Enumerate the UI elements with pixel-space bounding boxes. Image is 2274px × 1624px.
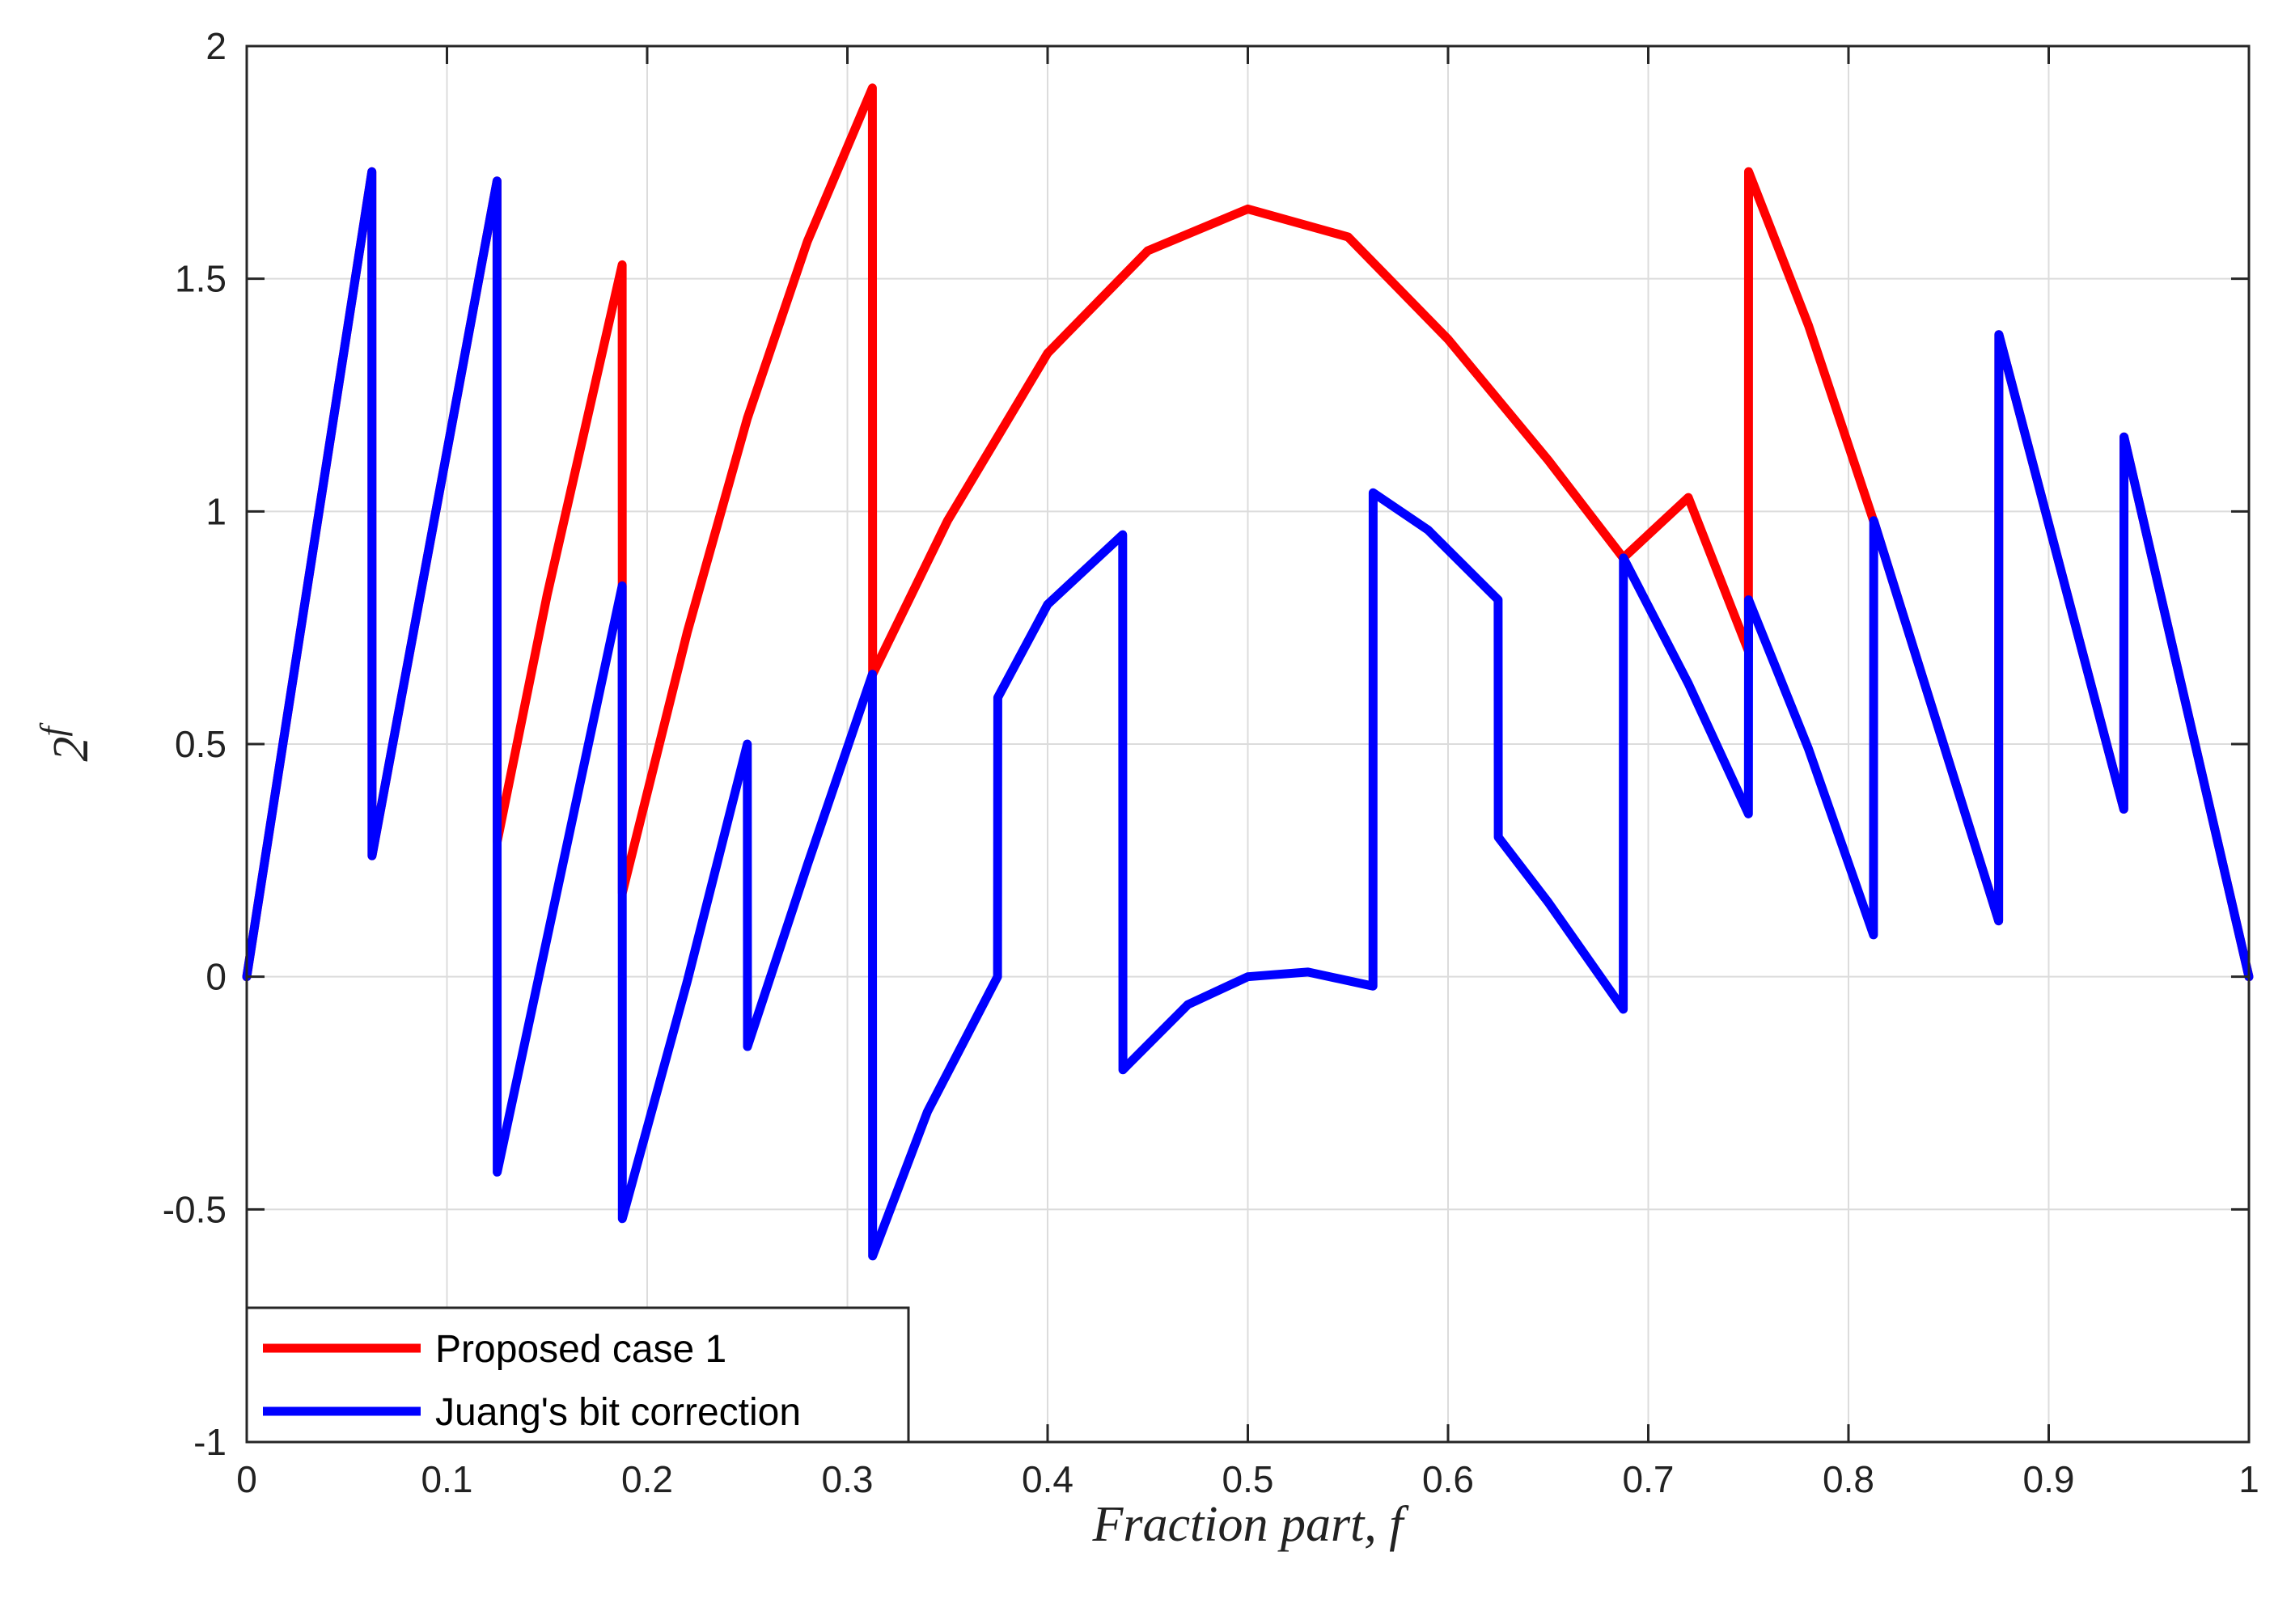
y-tick-label: 0 bbox=[205, 956, 227, 998]
y-axis-label-exponent: f bbox=[33, 722, 73, 737]
y-tick-label: 1.5 bbox=[175, 258, 227, 300]
x-tick-label: 0.9 bbox=[2023, 1458, 2075, 1500]
x-tick-label: 0.3 bbox=[822, 1458, 874, 1500]
x-tick-label: 0.2 bbox=[621, 1458, 673, 1500]
y-axis-label-base: 2 bbox=[44, 737, 99, 762]
y-tick-label: 1 bbox=[205, 490, 227, 532]
y-axis-label: 2f bbox=[33, 722, 99, 762]
y-tick-label: -0.5 bbox=[163, 1188, 227, 1230]
x-axis-label: Fraction part, f bbox=[1091, 1497, 1409, 1552]
y-tick-label: 0.5 bbox=[175, 723, 227, 765]
x-tick-label: 0.5 bbox=[1222, 1458, 1274, 1500]
legend-box bbox=[245, 1306, 910, 1444]
x-tick-label: 1 bbox=[2238, 1458, 2259, 1500]
legend-label-juang: Juang's bit correction bbox=[435, 1391, 801, 1434]
x-tick-label: 0.8 bbox=[1823, 1458, 1874, 1500]
x-tick-label: 0.6 bbox=[1422, 1458, 1474, 1500]
legend-label-proposed: Proposed case 1 bbox=[435, 1328, 726, 1371]
tick-labels: 0 0.1 0.2 0.3 0.4 0.5 0.6 0.7 0.8 0.9 1 -1 -0.5 0 0.5 1… bbox=[163, 25, 2259, 1500]
y-tick-label: 2 bbox=[205, 25, 227, 67]
series-line-juang bbox=[242, 167, 2254, 1261]
x-tick-label: 0.7 bbox=[1623, 1458, 1675, 1500]
y-tick-label: -1 bbox=[193, 1421, 227, 1463]
x-tick-label: 0.4 bbox=[1022, 1458, 1073, 1500]
x-tick-label: 0 bbox=[236, 1458, 257, 1500]
series-lines bbox=[242, 83, 2254, 1261]
x-tick-label: 0.1 bbox=[421, 1458, 473, 1500]
legend: Proposed case 1 Juang's bit correction bbox=[245, 1306, 910, 1444]
